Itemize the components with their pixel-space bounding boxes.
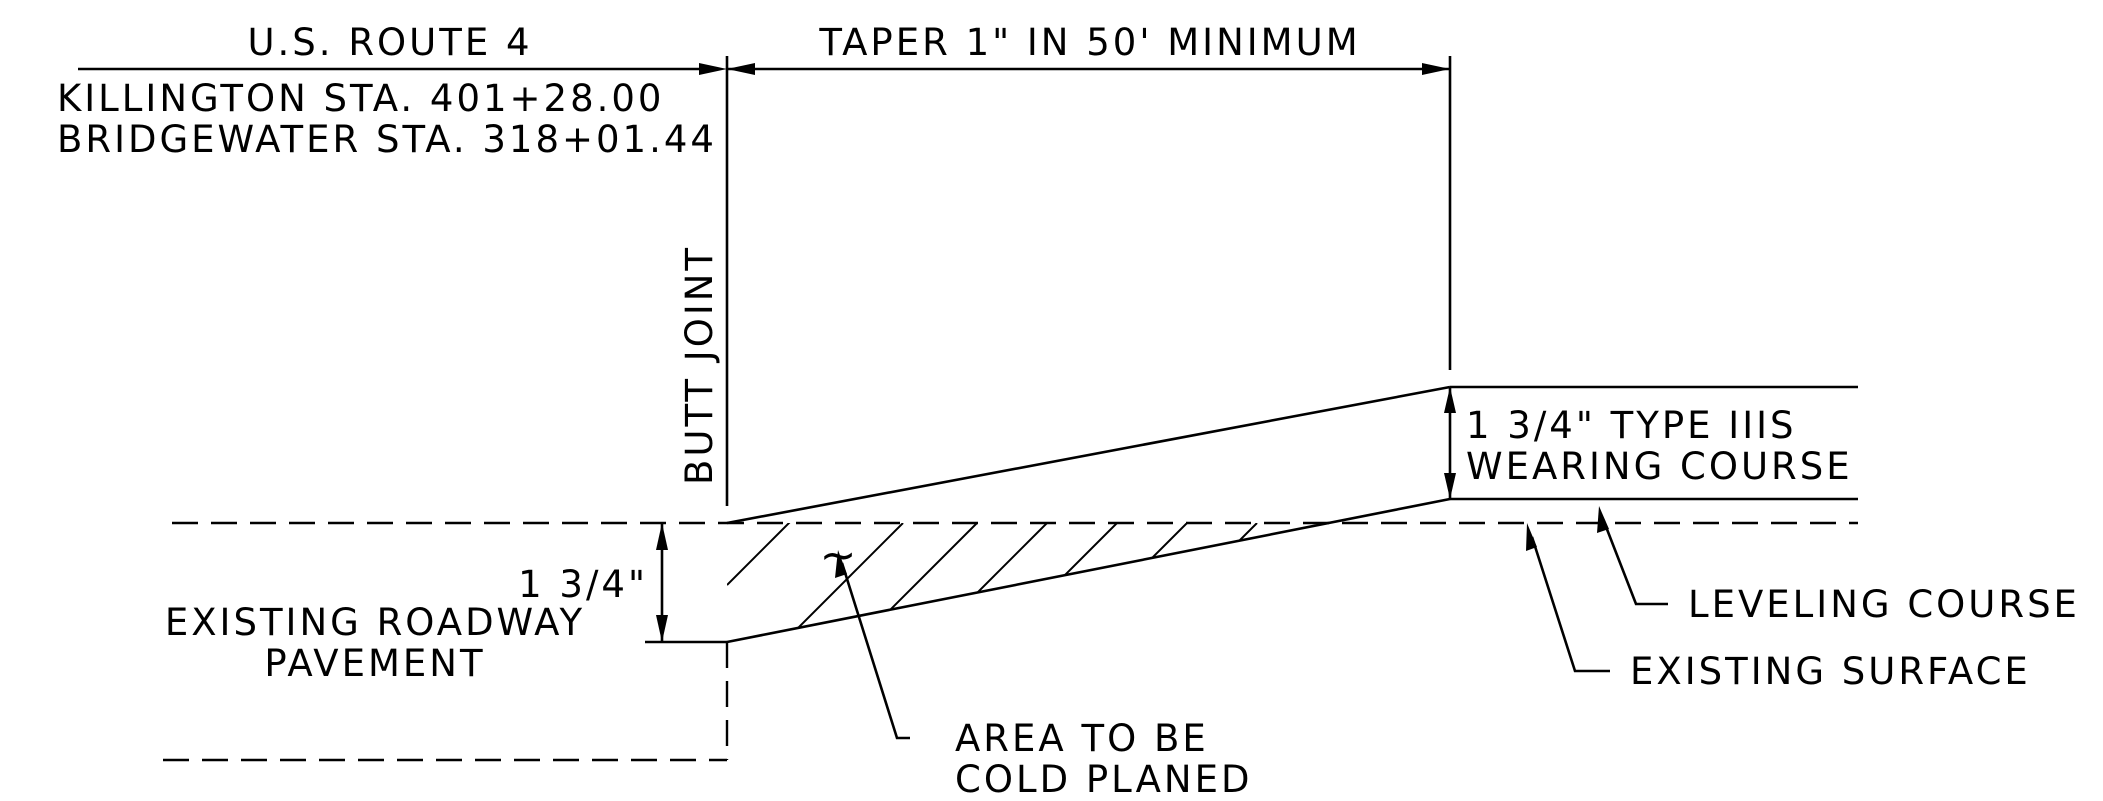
route-title: U.S. ROUTE 4: [247, 21, 532, 64]
existing-surface-leader: [1530, 536, 1610, 673]
existing-pavement-line1: EXISTING ROADWAY: [165, 601, 585, 644]
leveling-course-arrowhead: [1597, 506, 1609, 533]
route-arrowhead: [699, 63, 727, 75]
existing-surface-label: EXISTING SURFACE: [1630, 650, 2031, 693]
leveling-course-leader: [1601, 518, 1668, 606]
wearing-course-top-taper: [726, 385, 1451, 525]
taper-label: TAPER 1" IN 50' MINIMUM: [818, 21, 1360, 64]
existing-pavement-line2: PAVEMENT: [264, 642, 485, 685]
wearing-course-label-line1: 1 3/4" TYPE IIIS: [1466, 404, 1797, 447]
taper-arrowhead-left: [727, 63, 755, 75]
cold-planed-hatch: [727, 523, 1328, 641]
tilde-mark: ~: [820, 530, 857, 581]
taper-arrowhead-right: [1422, 63, 1450, 75]
depth-arrowhead-bottom: [656, 615, 668, 642]
cold-planed-label-line2: COLD PLANED: [955, 758, 1252, 801]
wearing-course-arrowhead-bottom: [1444, 473, 1456, 499]
station-bridgewater: BRIDGEWATER STA. 318+01.44: [57, 118, 717, 161]
cold-planed-label-line1: AREA TO BE: [955, 717, 1209, 760]
depth-label: 1 3/4": [518, 563, 648, 606]
leveling-course-label: LEVELING COURSE: [1688, 583, 2080, 626]
station-killington: KILLINGTON STA. 401+28.00: [57, 77, 664, 120]
butt-joint-label: BUTT JOINT: [678, 245, 721, 485]
cold-planed-leader: [840, 562, 910, 740]
existing-surface-arrowhead: [1526, 523, 1537, 551]
depth-arrowhead-top: [656, 523, 668, 550]
wearing-course-arrowhead-top: [1444, 387, 1456, 413]
wearing-course-label-line2: WEARING COURSE: [1466, 445, 1853, 488]
cold-planed-leader-arrowhead: [835, 550, 847, 578]
cold-plane-bottom-taper: [726, 497, 1451, 644]
